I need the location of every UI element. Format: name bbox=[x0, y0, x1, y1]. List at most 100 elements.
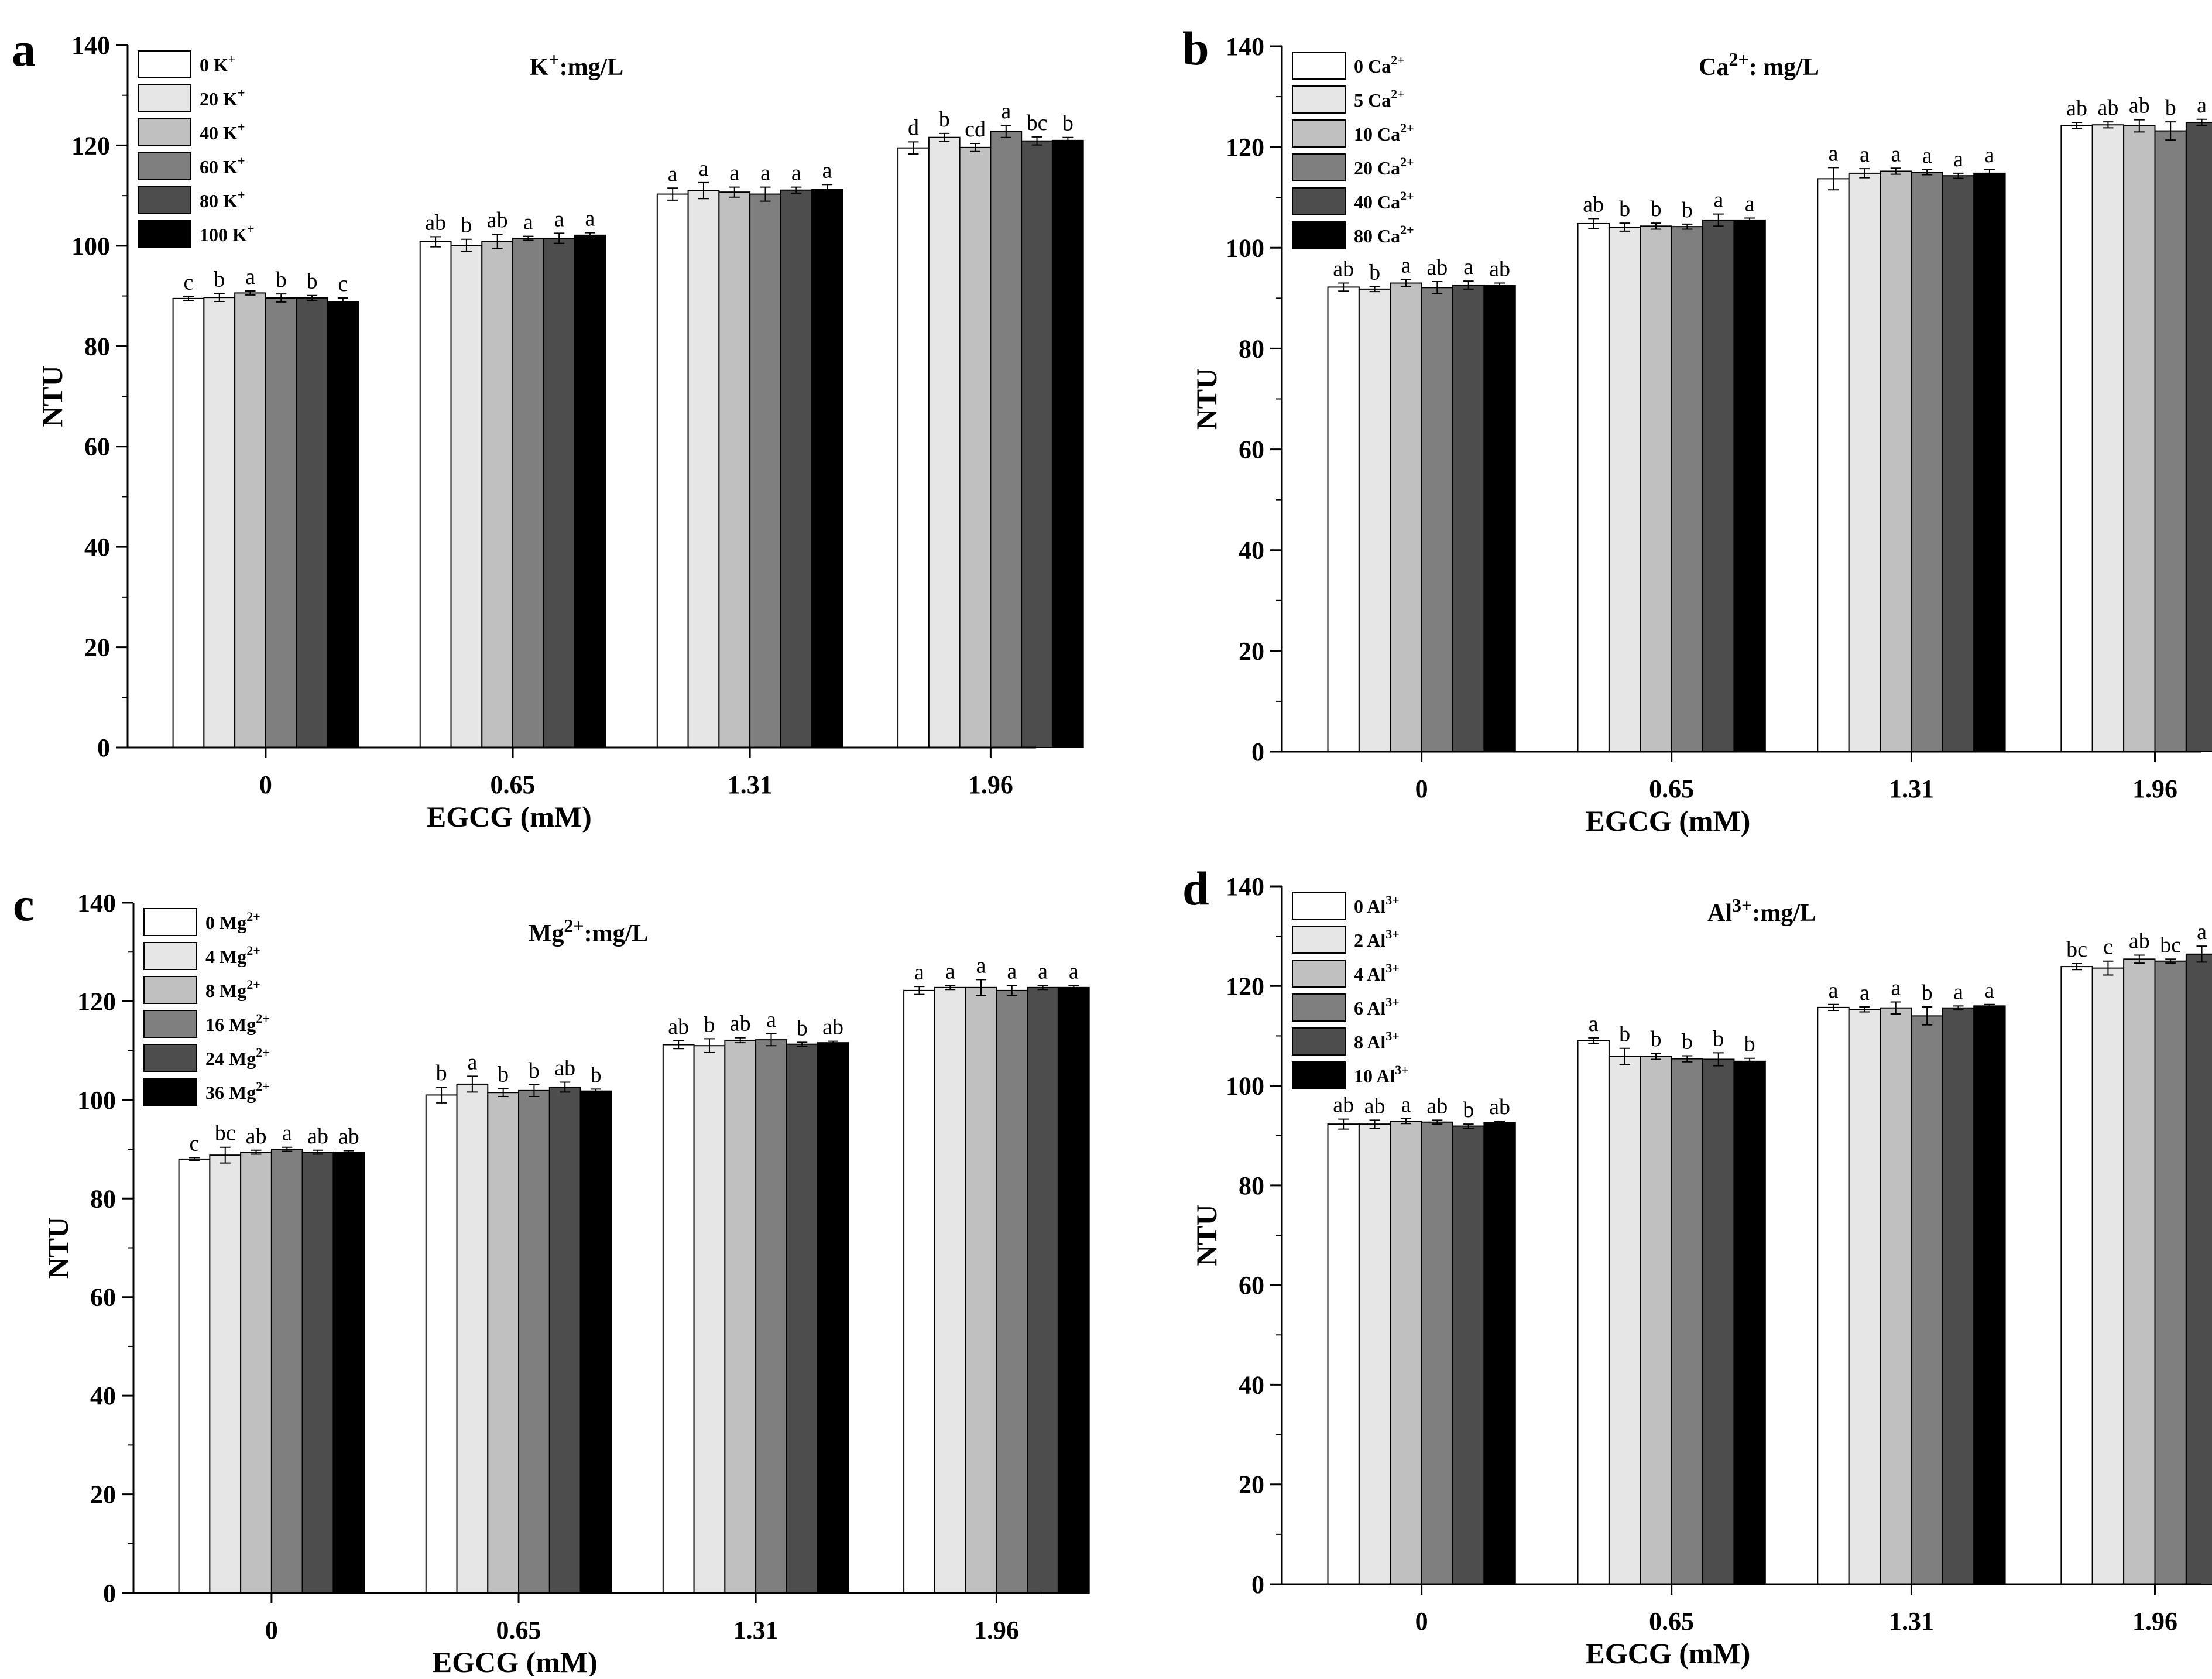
legend-label: 20 K+ bbox=[200, 85, 245, 109]
significance-letter: a bbox=[668, 162, 678, 186]
bar-c-36-egcg-1.31 bbox=[817, 1042, 849, 1594]
bar-d-10-egcg-1.31 bbox=[1973, 1005, 2006, 1585]
x-tick-label: 0 bbox=[1415, 775, 1428, 803]
legend-ion: Ca bbox=[1373, 225, 1400, 246]
y-axis-label: NTU bbox=[1190, 368, 1223, 430]
legend-amount: 16 bbox=[205, 1014, 224, 1035]
panel-title: Al3+:mg/L bbox=[1707, 895, 1816, 927]
legend-label: 0 Mg2+ bbox=[205, 909, 260, 933]
legend-charge: + bbox=[238, 153, 245, 168]
y-tick-label: 140 bbox=[1226, 872, 1264, 901]
legend-charge: + bbox=[238, 119, 245, 134]
panel-title: Ca2+: mg/L bbox=[1699, 49, 1819, 81]
legend-charge: 3+ bbox=[1385, 893, 1400, 907]
legend-ion: Ca bbox=[1373, 124, 1400, 145]
legend-charge: 2+ bbox=[1400, 222, 1414, 237]
panel-title-charge: + bbox=[548, 49, 559, 70]
legend-ion: Mg bbox=[215, 946, 246, 967]
bar-b-0-egcg-1.31 bbox=[1817, 178, 1850, 752]
legend-ion: K bbox=[218, 122, 238, 143]
legend-ion: Al bbox=[1363, 964, 1385, 985]
legend-amount: 10 bbox=[1354, 1065, 1373, 1087]
significance-letter: b bbox=[1619, 197, 1630, 221]
legend-label: 2 Al3+ bbox=[1354, 927, 1400, 951]
panel-title-unit: :mg/L bbox=[1752, 900, 1816, 927]
legend-amount: 0 bbox=[205, 912, 215, 933]
significance-letter: b bbox=[1682, 1029, 1693, 1054]
bar-b-80-egcg-0 bbox=[1483, 285, 1516, 752]
panel-title-charge: 2+ bbox=[1729, 49, 1748, 70]
significance-letter: a bbox=[2197, 920, 2207, 944]
significance-letter: a bbox=[822, 158, 832, 183]
legend-swatch bbox=[143, 976, 197, 1004]
significance-letter: ab bbox=[1426, 255, 1448, 280]
y-tick-label: 40 bbox=[90, 1382, 116, 1410]
bar-c-8-egcg-0 bbox=[240, 1152, 272, 1594]
bar-b-20-egcg-0 bbox=[1421, 287, 1454, 752]
x-tick-label: 1.31 bbox=[1889, 775, 1934, 803]
significance-letter: a bbox=[245, 265, 255, 289]
legend-ion: K bbox=[209, 54, 228, 76]
bar-b-10-egcg-0 bbox=[1390, 282, 1422, 752]
legend-swatch bbox=[138, 220, 191, 248]
significance-letter: b bbox=[797, 1016, 808, 1040]
legend-swatch bbox=[138, 186, 191, 214]
legend-charge: 2+ bbox=[256, 1079, 270, 1094]
y-tick-label: 0 bbox=[1251, 738, 1264, 766]
significance-letter: ab bbox=[730, 1012, 751, 1036]
bar-c-4-egcg-1.31 bbox=[693, 1045, 726, 1594]
legend-charge: + bbox=[228, 52, 236, 66]
bar-d-8-egcg-0.65 bbox=[1702, 1058, 1735, 1585]
bar-b-10-egcg-0.65 bbox=[1640, 225, 1672, 752]
panel-title: Mg2+:mg/L bbox=[529, 915, 649, 947]
legend-label: 8 Mg2+ bbox=[205, 977, 260, 1001]
bar-a-0-egcg-0 bbox=[172, 297, 205, 749]
bar-b-10-egcg-1.31 bbox=[1880, 170, 1912, 752]
legend-label: 40 Ca2+ bbox=[1354, 189, 1414, 213]
significance-letter: a bbox=[791, 161, 801, 186]
legend-amount: 24 bbox=[205, 1048, 224, 1069]
significance-letter: ab bbox=[554, 1056, 575, 1081]
bar-d-2-egcg-1.31 bbox=[1848, 1009, 1881, 1585]
legend-charge: 2+ bbox=[256, 1045, 270, 1060]
legend-amount: 0 bbox=[200, 54, 209, 76]
y-axis-label: NTU bbox=[36, 365, 68, 427]
legend-swatch bbox=[1292, 1061, 1346, 1089]
bar-c-16-egcg-1.96 bbox=[996, 989, 1028, 1594]
legend-swatch bbox=[1292, 187, 1346, 215]
significance-letter: ab bbox=[246, 1124, 267, 1149]
legend-label: 8 Al3+ bbox=[1354, 1029, 1400, 1053]
x-tick-label: 1.96 bbox=[974, 1616, 1019, 1644]
y-tick-label: 20 bbox=[1239, 1471, 1264, 1499]
y-tick-label: 0 bbox=[103, 1579, 116, 1608]
legend-swatch bbox=[1292, 153, 1346, 181]
significance-letter: b bbox=[436, 1061, 447, 1085]
legend-charge: 2+ bbox=[1391, 53, 1405, 67]
significance-letter: a bbox=[282, 1121, 292, 1146]
legend-label: 10 Al3+ bbox=[1354, 1063, 1409, 1087]
legend-amount: 40 bbox=[200, 122, 218, 143]
legend-swatch bbox=[1292, 119, 1346, 148]
legend-charge: 2+ bbox=[1400, 155, 1414, 169]
x-tick-label: 1.96 bbox=[968, 770, 1013, 799]
significance-letter: a bbox=[729, 161, 739, 186]
y-tick-label: 80 bbox=[84, 332, 110, 361]
legend-amount: 80 bbox=[200, 190, 218, 211]
significance-letter: a bbox=[523, 210, 533, 235]
legend-label: 20 Ca2+ bbox=[1354, 155, 1414, 179]
legend-ion: Ca bbox=[1373, 157, 1400, 179]
significance-letter: bc bbox=[1027, 111, 1048, 135]
significance-letter: a bbox=[1038, 959, 1048, 984]
x-tick-label: 1.96 bbox=[2132, 775, 2177, 803]
significance-letter: ab bbox=[307, 1124, 328, 1149]
significance-letter: b bbox=[214, 267, 225, 292]
bar-b-0-egcg-0 bbox=[1327, 286, 1360, 752]
x-tick-label: 0 bbox=[259, 770, 272, 799]
legend-label: 80 K+ bbox=[200, 187, 245, 211]
legend-ion: Ca bbox=[1363, 90, 1391, 111]
y-tick-label: 100 bbox=[77, 1086, 116, 1115]
bar-a-20-egcg-1.96 bbox=[928, 136, 961, 749]
legend-charge: 2+ bbox=[1391, 87, 1405, 101]
